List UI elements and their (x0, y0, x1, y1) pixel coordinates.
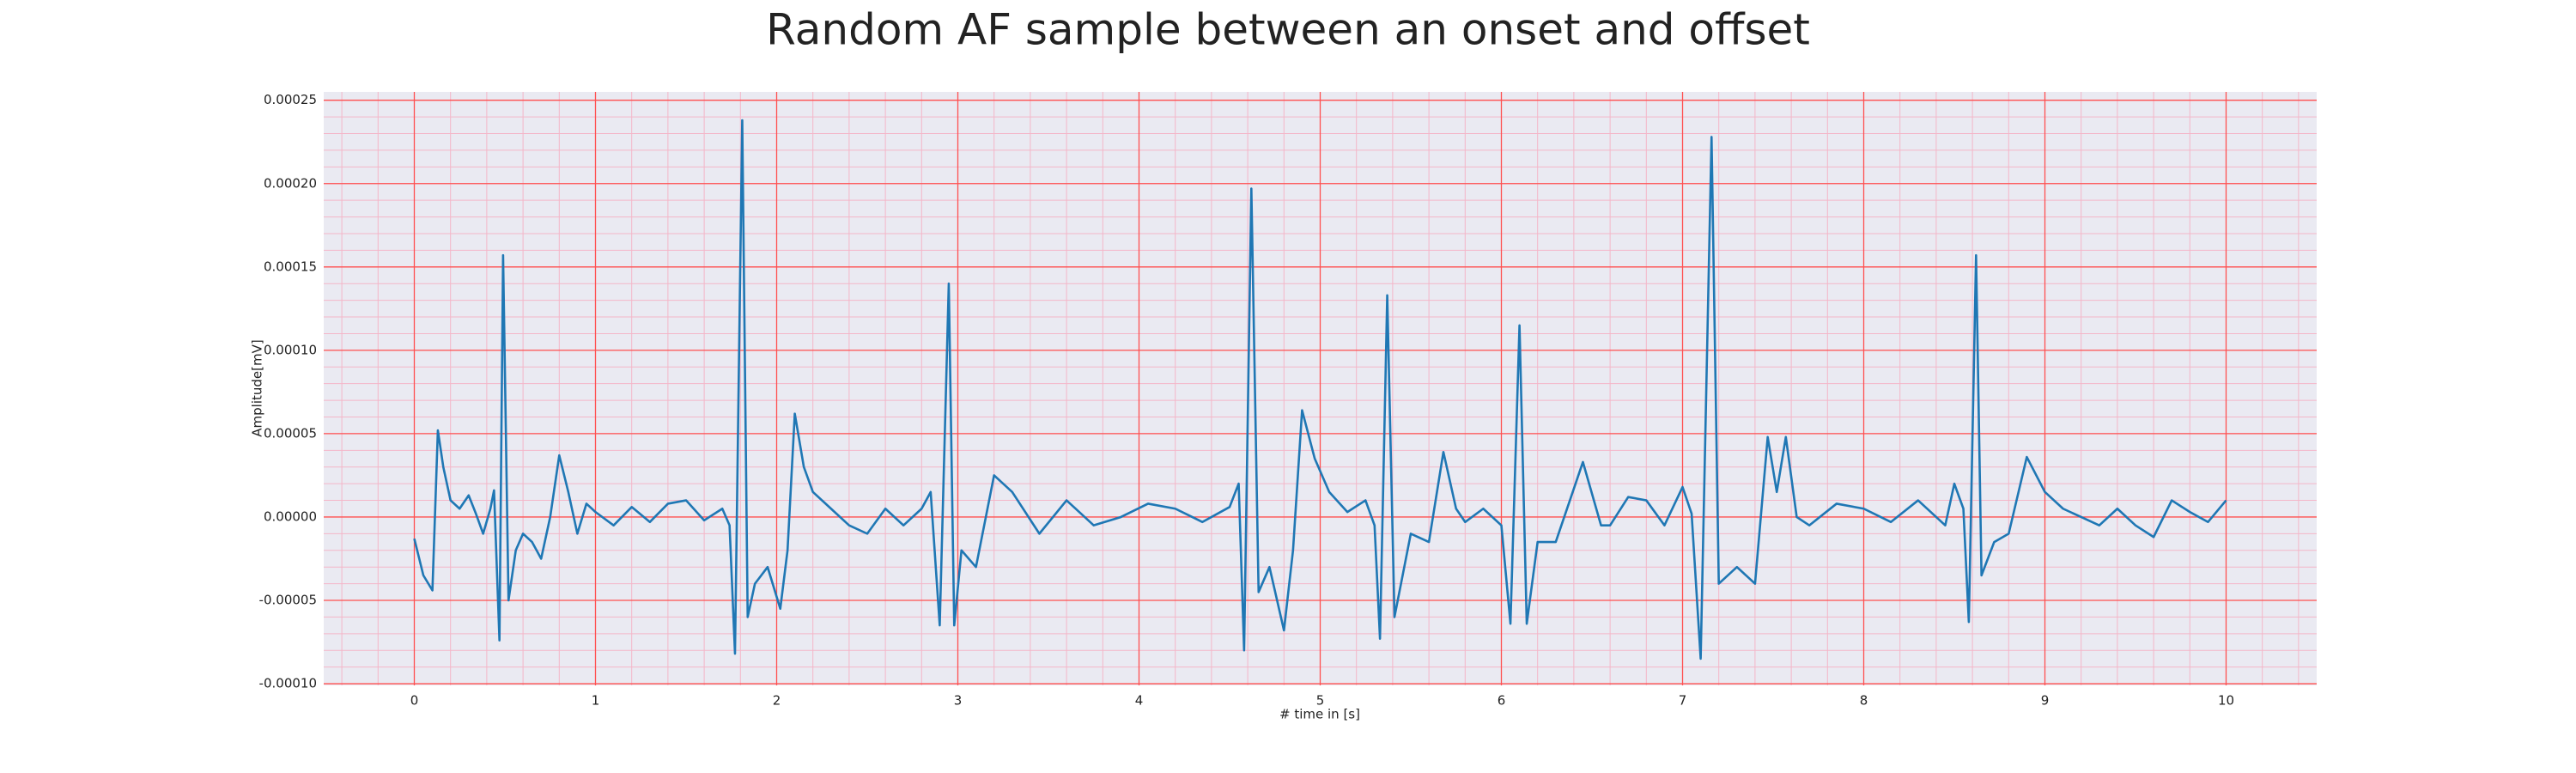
x-tick-label: 9 (2041, 693, 2050, 709)
y-axis-label: Amplitude[mV] (250, 339, 265, 436)
data-line (413, 119, 2227, 660)
y-tick-label: 0.00000 (264, 508, 317, 524)
x-tick-label: 3 (954, 693, 963, 709)
y-tick-label: 0.00005 (264, 425, 317, 441)
y-tick-label: 0.00015 (264, 259, 317, 274)
y-tick-label: 0.00020 (264, 175, 317, 191)
x-tick-label: 6 (1498, 693, 1506, 709)
x-tick-label: 5 (1316, 693, 1325, 709)
x-tick-label: 8 (1860, 693, 1868, 709)
y-tick-label: 0.00025 (264, 92, 317, 107)
y-tick-label: -0.00010 (259, 676, 317, 691)
x-tick-label: 2 (773, 693, 781, 709)
chart-title: Random AF sample between an onset and of… (766, 5, 1810, 55)
x-axis-label: # time in [s] (1279, 707, 1360, 722)
x-tick-label: 0 (410, 693, 419, 709)
x-tick-label: 10 (2218, 693, 2234, 709)
x-tick-label: 7 (1679, 693, 1687, 709)
x-tick-label: 1 (592, 693, 600, 709)
x-tick-label: 4 (1135, 693, 1144, 709)
y-tick-label: -0.00005 (259, 593, 317, 608)
y-tick-label: 0.00010 (264, 342, 317, 357)
